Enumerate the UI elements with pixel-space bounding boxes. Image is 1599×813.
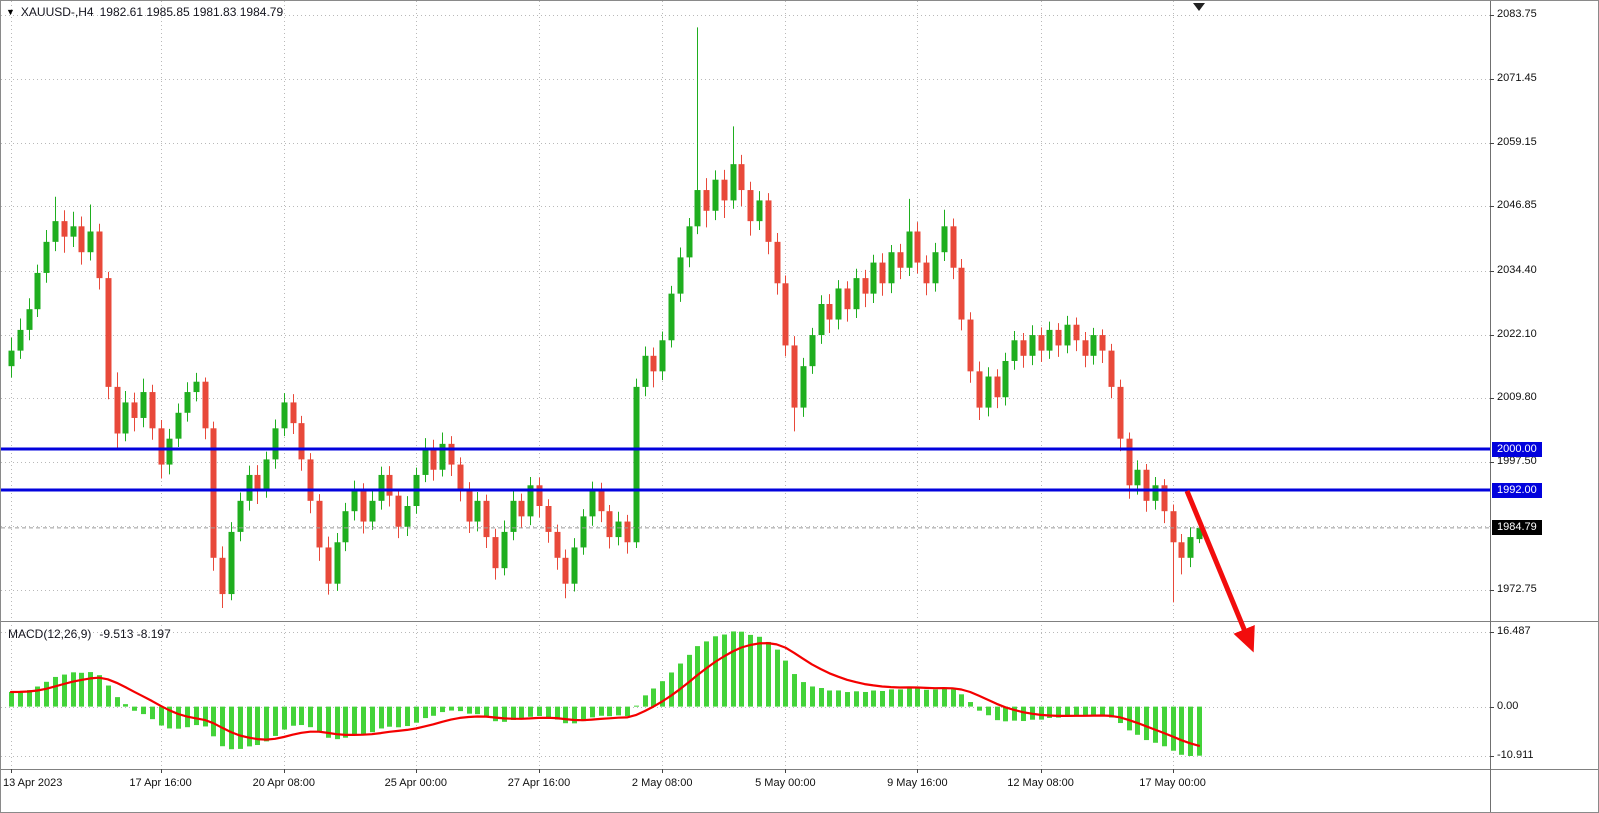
price-tick-label: 2059.15 [1497, 135, 1537, 148]
time-axis-label: 20 Apr 08:00 [252, 777, 315, 789]
time-axis-label: 12 May 08:00 [1007, 777, 1074, 789]
price-tick-label: 2034.40 [1497, 263, 1537, 276]
price-tick-label: 2022.10 [1497, 327, 1537, 340]
macd-name: MACD(12,26,9) [8, 627, 92, 641]
macd-signal-line [9, 641, 1201, 747]
trend-arrow[interactable] [1184, 490, 1255, 653]
chart-shift-marker-icon [1193, 3, 1205, 11]
time-axis[interactable]: 13 Apr 2023 17 Apr 16:00 20 Apr 08:00 25 Ap… [1, 771, 1490, 812]
level-price-badge: 2000.00 [1492, 441, 1542, 457]
candlesticks [8, 27, 1203, 609]
time-axis-label: 17 May 00:00 [1139, 777, 1206, 789]
price-tick-label: 2046.85 [1497, 199, 1537, 212]
ohlc-readout: ▼ XAUUSD-,H4 1982.61 1985.85 1981.83 198… [6, 5, 283, 19]
price-tick-label: 2009.80 [1497, 391, 1537, 404]
macd-indicator [9, 631, 1202, 756]
time-axis-label: 9 May 16:00 [887, 777, 948, 789]
current-price-badge: 1984.79 [1492, 520, 1542, 536]
ohlc-values: 1982.61 1985.85 1981.83 1984.79 [99, 5, 284, 19]
grid-lines [1, 1, 1490, 769]
axis-tick-marks [11, 15, 1494, 773]
time-axis-label: 17 Apr 16:00 [129, 777, 192, 789]
price-tick-label: 1972.75 [1497, 583, 1537, 596]
macd-values: -9.513 -8.197 [99, 627, 171, 641]
price-tick-label: 2083.75 [1497, 8, 1537, 21]
price-tick-label: 1997.50 [1497, 454, 1537, 467]
price-axis[interactable]: 2083.75 2071.45 2059.15 2046.85 2034.40 2022.… [1491, 1, 1598, 812]
time-axis-label: 5 May 00:00 [755, 777, 816, 789]
time-axis-label: 27 Apr 16:00 [507, 777, 571, 789]
macd-tick-label: 0.00 [1497, 699, 1519, 712]
macd-indicator-label: MACD(12,26,9) -9.513 -8.197 [8, 627, 171, 641]
time-axis-label: 25 Apr 00:00 [384, 777, 447, 789]
macd-tick-label: 16.487 [1497, 625, 1531, 638]
time-axis-label: 13 Apr 2023 [3, 777, 63, 789]
price-tick-label: 2071.45 [1497, 71, 1537, 84]
level-price-badge: 1992.00 [1492, 482, 1542, 498]
time-axis-label: 2 May 08:00 [631, 777, 693, 789]
macd-tick-label: -10.911 [1497, 748, 1534, 761]
symbol-dropdown-icon: ▼ [6, 6, 15, 17]
symbol-timeframe-label: XAUUSD-,H4 [20, 5, 94, 19]
